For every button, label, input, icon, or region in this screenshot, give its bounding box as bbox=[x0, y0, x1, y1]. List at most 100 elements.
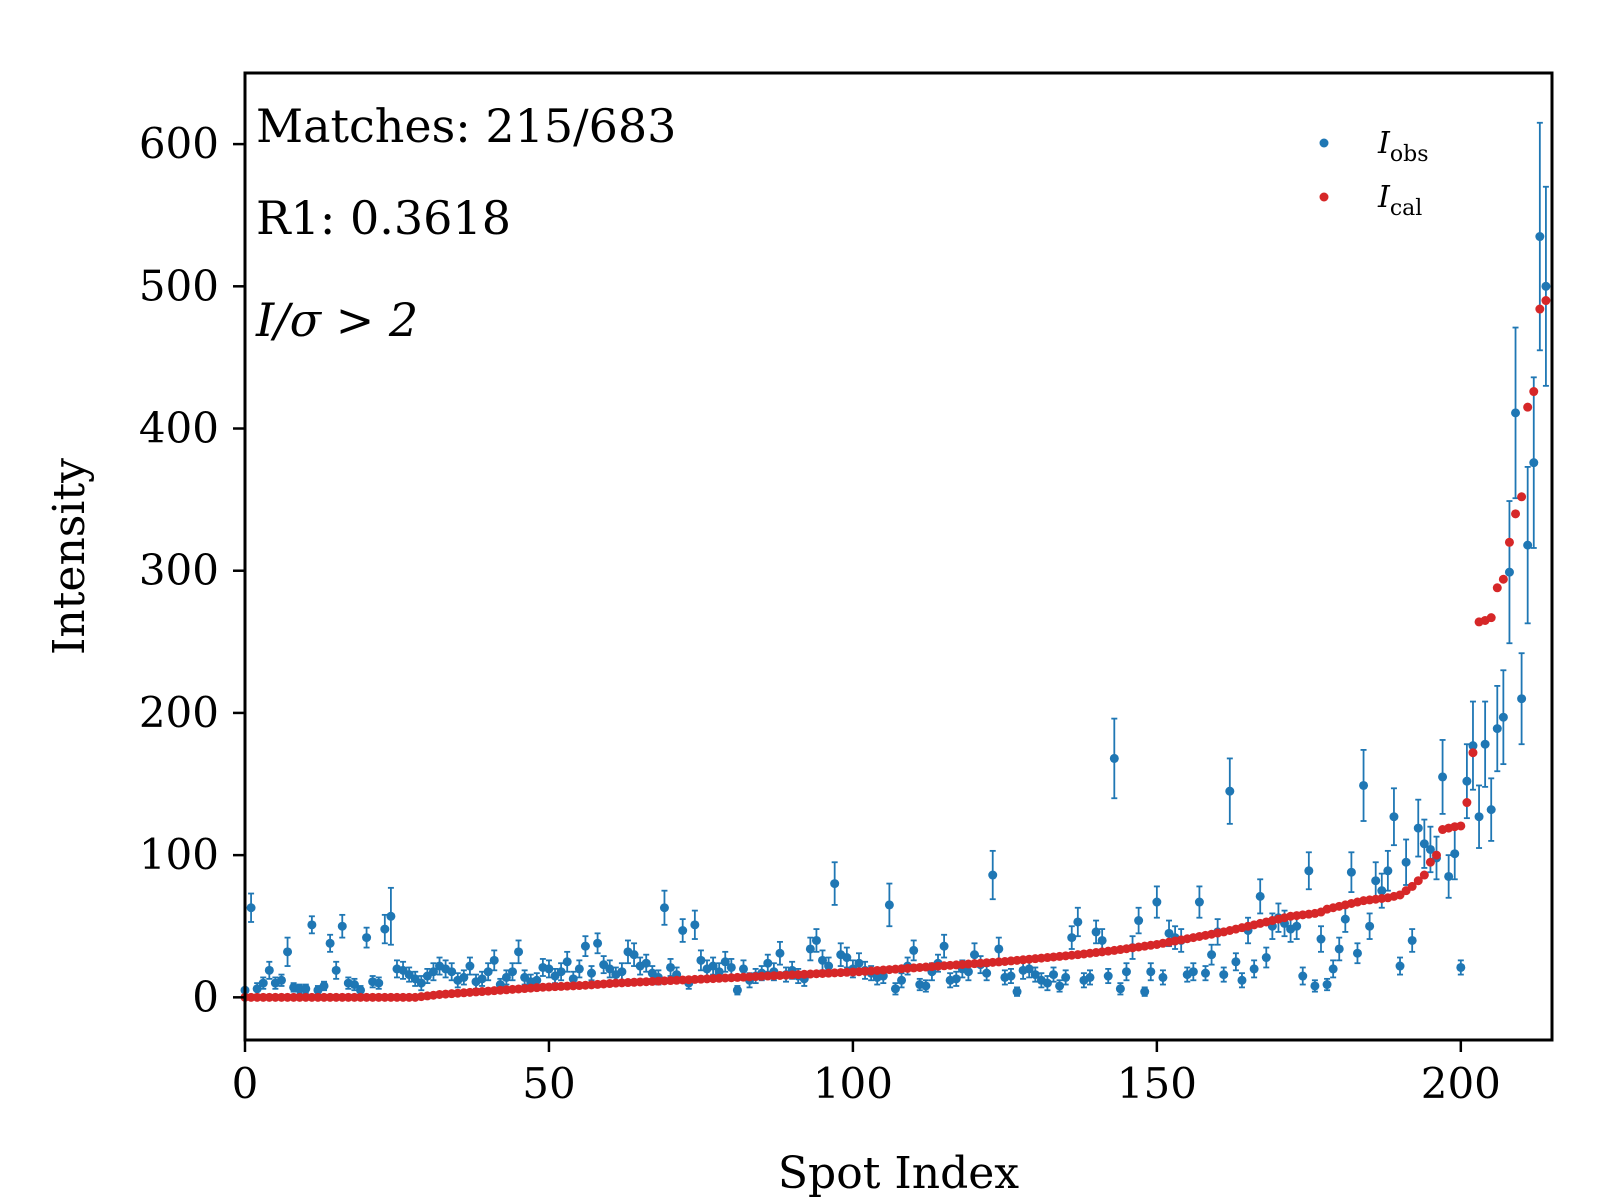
point-i-obs bbox=[1097, 935, 1107, 945]
plot-marks bbox=[240, 121, 1551, 1002]
y-tick-label: 0 bbox=[192, 972, 219, 1021]
point-i-obs bbox=[1365, 921, 1375, 931]
point-i-obs bbox=[994, 944, 1004, 954]
point-i-obs bbox=[1535, 232, 1545, 242]
point-i-cal bbox=[1535, 304, 1545, 314]
point-i-obs bbox=[1073, 917, 1083, 927]
point-i-obs bbox=[246, 903, 256, 913]
point-i-obs bbox=[1085, 972, 1095, 982]
point-i-obs bbox=[1231, 957, 1241, 967]
point-i-obs bbox=[1541, 281, 1551, 291]
point-i-obs bbox=[1523, 540, 1533, 550]
point-i-obs bbox=[1261, 953, 1271, 963]
point-i-obs bbox=[720, 957, 730, 967]
point-i-obs bbox=[909, 945, 919, 955]
point-i-obs bbox=[708, 961, 718, 971]
point-i-obs bbox=[428, 967, 438, 977]
point-i-obs bbox=[356, 985, 366, 995]
point-i-obs bbox=[1061, 972, 1071, 982]
point-i-obs bbox=[307, 920, 317, 930]
point-i-obs bbox=[386, 911, 396, 921]
x-tick-label: 50 bbox=[522, 1059, 575, 1108]
y-tick-label: 600 bbox=[139, 119, 219, 168]
annotation-matches: Matches: 215/683 bbox=[256, 99, 676, 153]
point-i-obs bbox=[897, 975, 907, 985]
point-i-cal bbox=[1456, 821, 1466, 831]
point-i-obs bbox=[1121, 967, 1131, 977]
series-i-cal bbox=[240, 296, 1551, 1002]
point-i-obs bbox=[818, 955, 828, 965]
legend-marker-i-obs bbox=[1319, 138, 1329, 148]
plot-frame bbox=[243, 71, 1554, 1042]
point-i-obs bbox=[349, 980, 359, 990]
point-i-obs bbox=[1498, 712, 1508, 722]
point-i-obs bbox=[1042, 978, 1052, 988]
point-i-cal bbox=[1541, 296, 1551, 306]
point-i-cal bbox=[1523, 402, 1533, 412]
point-i-obs bbox=[1012, 987, 1022, 997]
point-i-obs bbox=[824, 961, 834, 971]
point-i-obs bbox=[1006, 971, 1016, 981]
y-tick-label: 400 bbox=[139, 404, 219, 453]
point-i-obs bbox=[659, 903, 669, 913]
point-i-obs bbox=[696, 955, 706, 965]
legend-marker-i-cal bbox=[1319, 192, 1329, 202]
point-i-obs bbox=[574, 964, 584, 974]
point-i-obs bbox=[1188, 967, 1198, 977]
point-i-obs bbox=[1091, 927, 1101, 937]
point-i-obs bbox=[1103, 971, 1113, 981]
point-i-obs bbox=[1438, 772, 1448, 782]
point-i-obs bbox=[1456, 962, 1466, 972]
point-i-cal bbox=[1511, 509, 1521, 519]
series-i-obs bbox=[240, 121, 1551, 997]
x-tick-label: 100 bbox=[813, 1059, 893, 1108]
point-i-obs bbox=[593, 938, 603, 948]
point-i-cal bbox=[1486, 613, 1496, 623]
point-i-obs bbox=[678, 926, 688, 936]
point-i-obs bbox=[1316, 934, 1326, 944]
point-i-obs bbox=[459, 972, 469, 982]
point-i-obs bbox=[963, 967, 973, 977]
point-i-obs bbox=[666, 962, 676, 972]
point-i-obs bbox=[1504, 567, 1514, 577]
point-i-obs bbox=[1352, 948, 1362, 958]
point-i-cal bbox=[1529, 387, 1539, 397]
x-axis-label: Spot Index bbox=[778, 1148, 1019, 1199]
point-i-obs bbox=[939, 941, 949, 951]
point-i-obs bbox=[775, 948, 785, 958]
point-i-obs bbox=[1413, 823, 1423, 833]
point-i-obs bbox=[617, 967, 627, 977]
point-i-obs bbox=[629, 950, 639, 960]
point-i-obs bbox=[556, 967, 566, 977]
point-i-obs bbox=[1237, 975, 1247, 985]
point-i-cal bbox=[1468, 748, 1478, 758]
point-i-obs bbox=[252, 984, 262, 994]
point-i-obs bbox=[501, 972, 511, 982]
point-i-obs bbox=[1419, 839, 1429, 849]
point-i-obs bbox=[319, 981, 329, 991]
point-i-obs bbox=[1194, 897, 1204, 907]
point-i-obs bbox=[1425, 844, 1435, 854]
point-i-obs bbox=[1024, 964, 1034, 974]
point-i-obs bbox=[416, 978, 426, 988]
point-i-obs bbox=[1407, 935, 1417, 945]
point-i-obs bbox=[726, 962, 736, 972]
point-i-obs bbox=[1444, 871, 1454, 881]
point-i-obs bbox=[447, 967, 457, 977]
point-i-obs bbox=[1359, 780, 1369, 790]
legend-label-i-obs: Iobs bbox=[1377, 126, 1428, 167]
point-i-obs bbox=[1255, 891, 1265, 901]
point-i-cal bbox=[1419, 870, 1429, 880]
point-i-obs bbox=[514, 947, 524, 957]
point-i-obs bbox=[1304, 866, 1314, 876]
point-i-obs bbox=[805, 944, 815, 954]
point-i-obs bbox=[380, 924, 390, 934]
point-i-obs bbox=[1152, 897, 1162, 907]
point-i-obs bbox=[921, 981, 931, 991]
x-tick-label: 0 bbox=[232, 1059, 259, 1108]
point-i-obs bbox=[580, 941, 590, 951]
point-i-obs bbox=[1340, 914, 1350, 924]
point-i-obs bbox=[1310, 981, 1320, 991]
point-i-obs bbox=[483, 967, 493, 977]
